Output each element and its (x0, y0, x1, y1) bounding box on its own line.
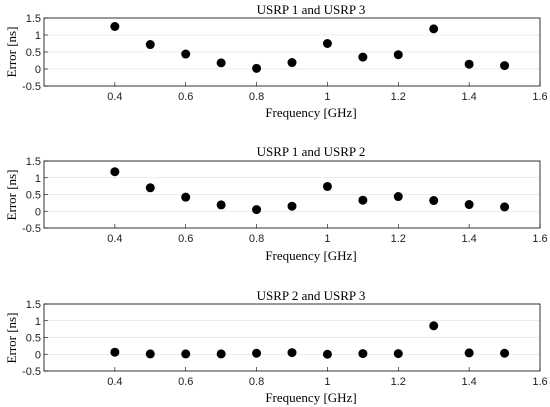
data-point (464, 200, 474, 210)
data-point (500, 202, 510, 212)
data-point (429, 321, 439, 331)
data-point (287, 201, 297, 211)
x-tick-label: 0.6 (178, 233, 193, 245)
data-point (181, 192, 191, 202)
x-tick-label: 0.4 (107, 91, 122, 103)
y-tick-label: 0.5 (26, 190, 41, 202)
data-point (252, 205, 262, 215)
data-point (322, 349, 332, 359)
x-tick-label: 1.6 (532, 376, 547, 388)
data-point (393, 50, 403, 60)
data-point (393, 192, 403, 202)
x-tick-label: 1.6 (532, 233, 547, 245)
data-point (464, 348, 474, 358)
chart-title: USRP 2 and USRP 3 (257, 288, 366, 303)
data-point (464, 59, 474, 69)
x-tick-label: 1 (324, 376, 330, 388)
y-tick-label: 1 (35, 30, 41, 42)
data-point (358, 52, 368, 62)
chart-title: USRP 1 and USRP 2 (257, 144, 366, 159)
x-tick-label: 0.4 (107, 376, 122, 388)
chart-usrp1-usrp2: USRP 1 and USRP 2 Frequency [GHz] Error … (4, 144, 548, 263)
chart-title: USRP 1 and USRP 3 (257, 2, 366, 17)
data-point (393, 349, 403, 359)
x-axis-label: Frequency [GHz] (265, 105, 356, 120)
data-point (181, 349, 191, 359)
y-tick-label: 0 (35, 64, 41, 76)
x-tick-label: 1.6 (532, 91, 547, 103)
data-point (216, 58, 226, 68)
y-axis-label: Error [ns] (4, 27, 19, 78)
data-point (216, 200, 226, 210)
x-tick-label: 1 (324, 91, 330, 103)
y-axis-label: Error [ns] (4, 170, 19, 221)
x-tick-label: 1.4 (461, 233, 476, 245)
y-tick-label: 0.5 (26, 333, 41, 345)
data-point (429, 24, 439, 34)
y-tick-label: 1 (35, 173, 41, 185)
data-point (216, 349, 226, 359)
x-tick-label: 0.8 (249, 376, 264, 388)
data-point (500, 61, 510, 71)
data-point (145, 40, 155, 50)
y-axis-label: Error [ns] (4, 313, 19, 364)
plot-frame (43, 303, 541, 372)
y-tick-label: 1.5 (26, 156, 41, 168)
data-point (110, 22, 120, 31)
y-tick-label: -0.5 (22, 223, 41, 235)
x-tick-label: 1.4 (461, 91, 476, 103)
x-tick-label: 1.2 (391, 233, 406, 245)
data-point (287, 58, 297, 68)
chart-usrp1-usrp3: USRP 1 and USRP 3 Frequency [GHz] Error … (4, 2, 548, 120)
data-point (181, 49, 191, 59)
data-point (429, 196, 439, 206)
data-point (287, 348, 297, 358)
data-point (358, 195, 368, 205)
y-tick-label: 0.5 (26, 47, 41, 59)
x-axis-label: Frequency [GHz] (265, 390, 356, 405)
plot-frame (43, 17, 541, 87)
data-point (252, 63, 262, 73)
data-point (322, 39, 332, 48)
y-tick-label: 1 (35, 316, 41, 328)
y-tick-label: -0.5 (22, 81, 41, 93)
x-tick-label: 0.8 (249, 233, 264, 245)
data-point (358, 349, 368, 359)
y-tick-label: 1.5 (26, 299, 41, 311)
x-axis-label: Frequency [GHz] (265, 248, 356, 263)
chart-usrp2-usrp3: USRP 2 and USRP 3 Frequency [GHz] Error … (4, 288, 548, 405)
x-tick-label: 0.8 (249, 91, 264, 103)
x-tick-label: 0.4 (107, 233, 122, 245)
data-point (110, 347, 120, 357)
x-tick-label: 1 (324, 233, 330, 245)
y-tick-label: 0 (35, 206, 41, 218)
y-tick-label: 1.5 (26, 13, 41, 25)
data-point (252, 348, 262, 358)
data-point (500, 348, 510, 358)
plot-frame (43, 160, 541, 229)
x-tick-label: 0.6 (178, 91, 193, 103)
x-tick-label: 1.4 (461, 376, 476, 388)
data-point (145, 349, 155, 359)
data-point (145, 183, 155, 193)
y-tick-label: 0 (35, 349, 41, 361)
data-point (110, 167, 120, 177)
y-tick-label: -0.5 (22, 366, 41, 378)
x-tick-label: 1.2 (391, 91, 406, 103)
x-tick-label: 1.2 (391, 376, 406, 388)
x-tick-label: 0.6 (178, 376, 193, 388)
data-point (322, 181, 332, 191)
